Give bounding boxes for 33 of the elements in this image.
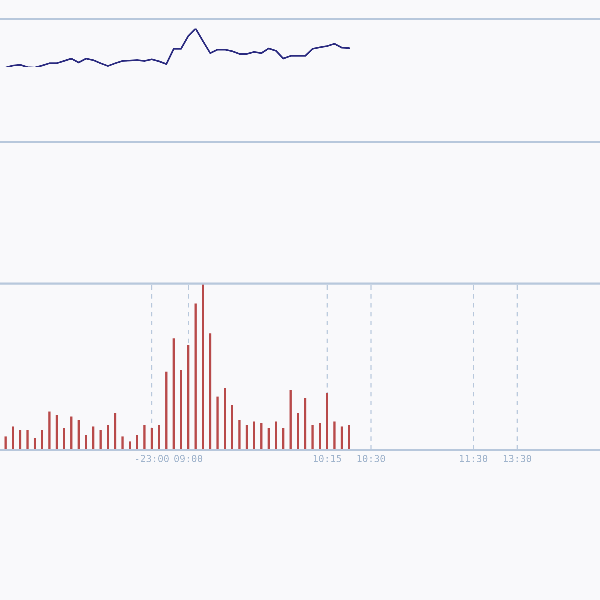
bar xyxy=(144,425,146,450)
x-tick-label: 10:30 xyxy=(358,455,386,462)
bar xyxy=(290,390,292,450)
x-tick-label: 10:15 xyxy=(314,455,342,462)
bar xyxy=(253,422,256,450)
x-tick-label: 09:00 xyxy=(174,455,203,462)
bar xyxy=(209,334,212,450)
bar xyxy=(238,420,241,450)
bar xyxy=(158,425,160,450)
bar xyxy=(26,430,29,450)
bar xyxy=(85,435,88,450)
bar xyxy=(216,396,219,450)
x-tick-label: 11:30 xyxy=(460,455,488,462)
bar xyxy=(194,304,197,450)
bar xyxy=(275,422,278,450)
bar xyxy=(224,388,226,450)
x-tick-label: 13:30 xyxy=(504,455,532,462)
bar xyxy=(166,372,168,450)
bar xyxy=(326,393,328,450)
bar xyxy=(202,284,204,450)
bar xyxy=(48,412,51,450)
bar xyxy=(172,338,176,450)
bar xyxy=(63,428,66,450)
bar xyxy=(334,422,336,450)
bar xyxy=(297,413,300,450)
bar xyxy=(312,425,314,450)
bar xyxy=(187,345,190,450)
x-tick-label: -23:00 xyxy=(136,455,169,462)
bar xyxy=(180,370,182,450)
bar xyxy=(107,425,110,450)
bar xyxy=(122,436,124,450)
bar xyxy=(12,426,14,450)
bar xyxy=(348,425,350,450)
